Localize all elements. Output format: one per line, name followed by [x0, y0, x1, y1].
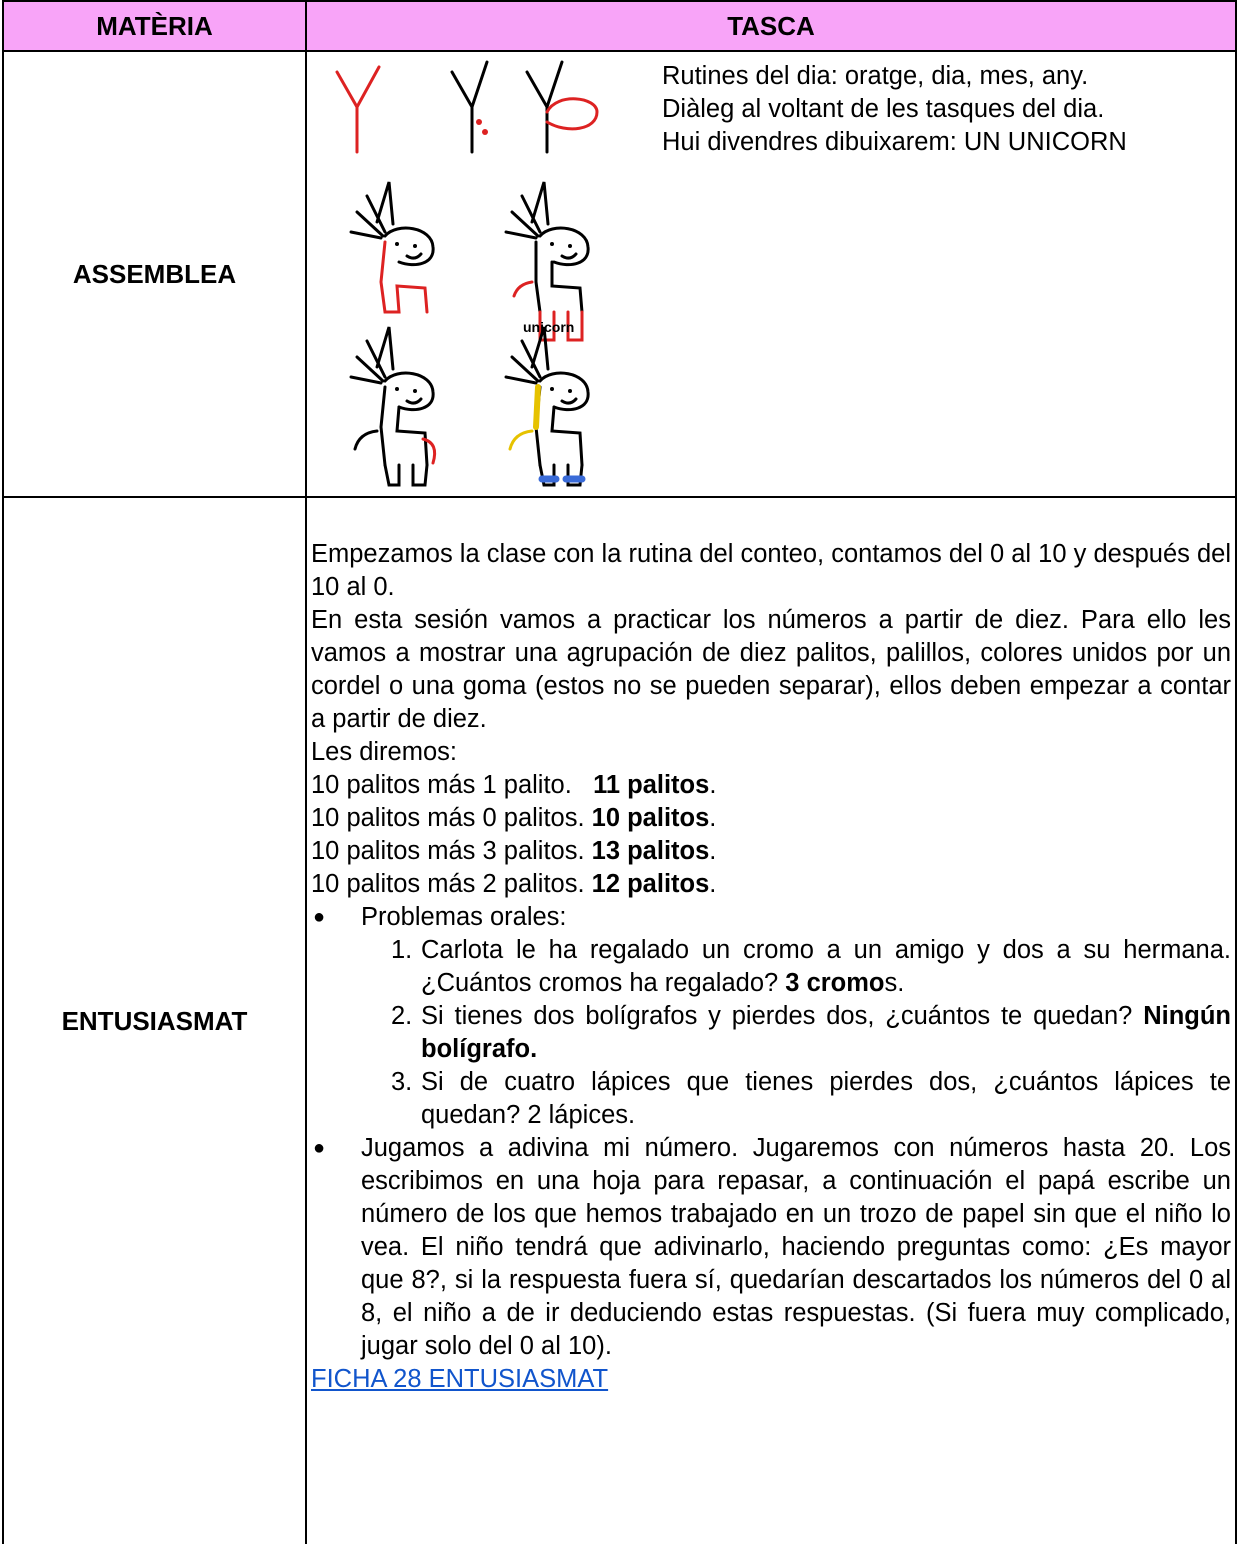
bullet-item: ● Problemas orales:	[311, 901, 1231, 934]
text: En esta sesión vamos a practicar los núm…	[311, 606, 1239, 733]
subject: ASSEMBLEA	[2, 50, 307, 498]
task-layout: unicorn Rutines del dia: oratge, dia, me…	[307, 52, 1235, 492]
image-label: unicorn	[523, 319, 574, 335]
text: .	[709, 837, 717, 865]
bullet-symbol: ●	[313, 1137, 326, 1159]
paragraph: Hui divendres dibuixarem: UN UNICORN	[662, 126, 1232, 159]
text: Empezamos la clase con la rutina del con…	[311, 540, 1239, 601]
text: Si tienes dos bolígrafos y pierdes dos, …	[421, 1002, 1144, 1030]
task-text: Empezamos la clase con la rutina del con…	[311, 538, 1231, 1396]
paragraph: Les diremos:	[311, 736, 1231, 769]
item-number: 3.	[391, 1068, 413, 1096]
paragraph: 10 palitos más 2 palitos. 12 palitos.	[311, 868, 1231, 901]
text: Si de cuatro lápices que tienes pierdes …	[421, 1068, 1239, 1129]
text: Problemas orales:	[361, 903, 567, 931]
numbered-item: 1. Carlota le ha regalado un cromo a un a…	[311, 934, 1231, 1000]
bullet-symbol: ●	[313, 906, 326, 928]
task-text: Rutines del dia: oratge, dia, mes, any. D…	[662, 52, 1232, 492]
bullet-item: ● Jugamos a adivina mi número. Jugaremos …	[311, 1132, 1231, 1363]
text: 10 palitos más 1 palito.	[311, 771, 594, 799]
bold-text: 11 palitos	[593, 771, 710, 799]
text: 10 palitos más 2 palitos.	[311, 870, 592, 898]
bold-text: 13 palitos	[591, 837, 710, 865]
text: Les diremos:	[311, 738, 457, 766]
row: ENTUSIASMAT Empezamos la clase con la ru…	[2, 496, 1237, 1544]
link-line: FICHA 28 ENTUSIASMAT	[311, 1363, 1231, 1396]
bold-text: 12 palitos	[591, 870, 710, 898]
text: Jugamos a adivina mi número. Jugaremos c…	[361, 1134, 1239, 1360]
task-cell: Empezamos la clase con la rutina del con…	[305, 496, 1237, 1544]
subject: ENTUSIASMAT	[2, 496, 307, 1544]
unicorn-steps-image: unicorn	[335, 60, 599, 487]
numbered-item: 2. Si tienes dos bolígrafos y pierdes dos…	[311, 1000, 1231, 1066]
text: Rutines del dia: oratge, dia, mes, any.	[662, 62, 1089, 90]
paragraph: Empezamos la clase con la rutina del con…	[311, 538, 1231, 604]
text: .	[709, 870, 717, 898]
text: .	[709, 804, 717, 832]
text: Diàleg al voltant de les tasques del dia…	[662, 95, 1105, 123]
bold-text: Ningún bolígrafo.	[421, 1002, 1239, 1063]
paragraph: 10 palitos más 0 palitos. 10 palitos.	[311, 802, 1231, 835]
row: ASSEMBLEA	[2, 50, 1237, 498]
paragraph: En esta sesión vamos a practicar los núm…	[311, 604, 1231, 736]
item-number: 1.	[391, 936, 413, 964]
header-cell: TASCA	[305, 0, 1237, 52]
text: Carlota le ha regalado un cromo a un ami…	[421, 936, 1239, 997]
paragraph: 10 palitos más 3 palitos. 13 palitos.	[311, 835, 1231, 868]
text: .	[709, 771, 717, 799]
bold-text: 3 cromo	[785, 969, 885, 997]
numbered-item: 3. Si de cuatro lápices que tienes pierde…	[311, 1066, 1231, 1132]
paragraph: Rutines del dia: oratge, dia, mes, any.	[662, 60, 1232, 93]
task-cell: unicorn Rutines del dia: oratge, dia, me…	[305, 50, 1237, 498]
paragraph: 10 palitos más 1 palito. 11 palitos.	[311, 769, 1231, 802]
header-row: MATÈRIA TASCA	[2, 0, 1237, 52]
text: 10 palitos más 3 palitos.	[311, 837, 592, 865]
worksheet-link[interactable]: FICHA 28 ENTUSIASMAT	[311, 1365, 609, 1393]
text: 10 palitos más 0 palitos.	[311, 804, 592, 832]
item-number: 2.	[391, 1002, 413, 1030]
bold-text: 10 palitos	[591, 804, 710, 832]
paragraph: Diàleg al voltant de les tasques del dia…	[662, 93, 1232, 126]
text: Hui divendres dibuixarem: UN UNICORN	[662, 128, 1127, 156]
text: s.	[884, 969, 905, 997]
header-cell: MATÈRIA	[2, 0, 307, 52]
